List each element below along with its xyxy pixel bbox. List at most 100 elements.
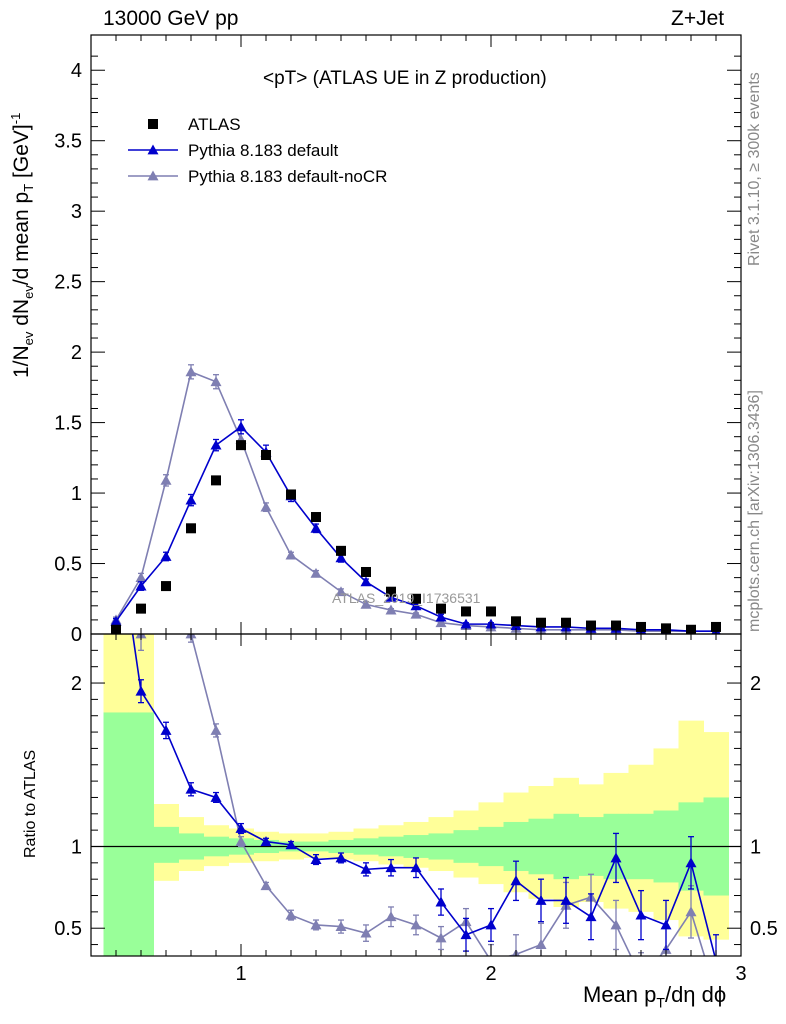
ratio-default-point [135,685,147,696]
ratio-default-point [610,852,622,863]
main-y-tick-label: 1 [71,483,82,505]
ratio-default-point [715,955,717,956]
main-atlas-point [386,586,396,597]
main-atlas-point [161,581,171,592]
main-noCR-point [435,617,447,628]
ratio-default-point [111,514,122,524]
ratio-noCR-point [435,932,447,943]
main-atlas-point [336,545,346,556]
main-y-tick-label: 0.5 [54,554,82,576]
ratio-default-point [210,791,222,802]
legend-marker-atlas [148,119,158,129]
ratio-default-point [635,909,647,920]
ratio-noCR-point [310,919,322,930]
ratio-default-point [510,875,522,886]
ratio-noCR-point [210,724,222,735]
ratio-default-point [260,836,272,846]
ratio-default-point [410,862,422,873]
main-noCR-point [385,604,397,615]
ratio-noCR-point [535,939,547,949]
rivet-label: Rivet 3.1.10, ≥ 300k events [746,72,763,266]
ratio-default-point [585,911,597,922]
ratio-series [111,514,719,982]
main-ylabel: 1/Nev dNev/d mean pT [GeV]-1 [8,112,37,378]
main-default-point [135,580,147,591]
main-default-point [435,611,447,622]
ratio-noCR-line [140,634,706,956]
main-y-tick-label: 4 [71,60,82,82]
ratio-noCR-point [360,927,372,938]
main-atlas-point [186,523,196,534]
panel-title: <pT> (ATLAS UE in Z production) [263,68,547,90]
ratio-band-1sigma [103,712,129,956]
main-atlas-point [511,616,521,627]
legend-label: ATLAS [188,115,241,134]
ratio-default-point [560,894,572,905]
main-noCR-point [285,549,297,560]
axes: 1 2 3 0 0.5 1 1.5 2 2.5 3 3.5 4 0.5 0.5 1 1 2 2 [54,34,778,985]
main-noCR-point [360,598,372,609]
ratio-y-tick-label-right: 1 [750,836,761,858]
ratio-default-point [285,839,297,850]
main-default-point [110,615,122,626]
ratio-noCR-point [235,836,247,846]
ratio-noCR-point [385,911,397,922]
ratio-default-point [360,863,372,874]
header-right: Z+Jet [671,7,725,30]
main-y-tick-label: 3 [71,201,82,223]
ratio-default-point [185,783,197,794]
ratio-default-point [535,894,547,905]
main-noCR-point [185,366,197,377]
ratio-default-point [435,896,447,907]
main-atlas-point [311,512,321,523]
ratio-noCR-point [410,919,422,930]
main-noCR-point [135,572,147,583]
main-default-point [385,591,397,602]
ratio-ylabel: Ratio to ATLAS [22,749,39,858]
main-noCR-point [260,501,272,512]
ratio-default-point [660,919,672,930]
ratio-default-point [235,823,247,833]
ratio-default-point [485,919,497,930]
ratio-noCR-point [610,919,622,930]
main-atlas-point [361,566,371,577]
ratio-band-1sigma [128,712,154,956]
main-atlas-point [136,603,146,614]
ratio-noCR-point [285,909,297,920]
main-atlas-point [436,603,446,614]
analysis-watermark: ATLAS_2019_I1736531 [332,590,481,606]
ratio-default-point [460,929,472,940]
main-noCR-point [410,608,422,619]
ratio-default-point [160,724,172,735]
main-noCR-point [210,376,222,387]
main-noCR-point [160,474,172,485]
ratio-y-tick-label-left: 1 [71,836,82,858]
main-default-point [160,550,172,561]
mcplots-label: mcplots.cern.ch [arXiv:1306.3436] [746,390,763,632]
main-default-point [360,576,372,587]
ratio-band-1sigma [153,826,179,863]
x-axis-label: Mean pT/dη dϕ [583,982,727,1011]
main-atlas-point [261,450,271,461]
legend: ATLAS Pythia 8.183 default Pythia 8.183 de… [128,115,387,186]
x-tick-label: 2 [485,963,496,985]
main-default-point [410,600,422,611]
ratio-noCR-point [335,921,347,931]
ratio-y-tick-label-left: 2 [71,673,82,695]
main-atlas-point [236,440,246,451]
main-atlas-point [286,489,296,500]
panel-title-text: <pT> (ATLAS UE in Z production) [263,68,547,89]
main-atlas-point [711,621,721,632]
header-left: 13000 GeV pp [103,7,239,30]
main-atlas-point [636,621,646,632]
main-default-point [210,439,222,450]
ratio-default-point [335,852,347,863]
main-atlas-point [611,620,621,631]
ratio-noCR-point [685,906,697,917]
main-atlas-point [486,606,496,617]
ratio-bands [91,634,741,956]
x-tick-label: 1 [235,963,246,985]
ratio-noCR-point [636,972,647,982]
main-y-tick-label: 3.5 [54,131,82,153]
